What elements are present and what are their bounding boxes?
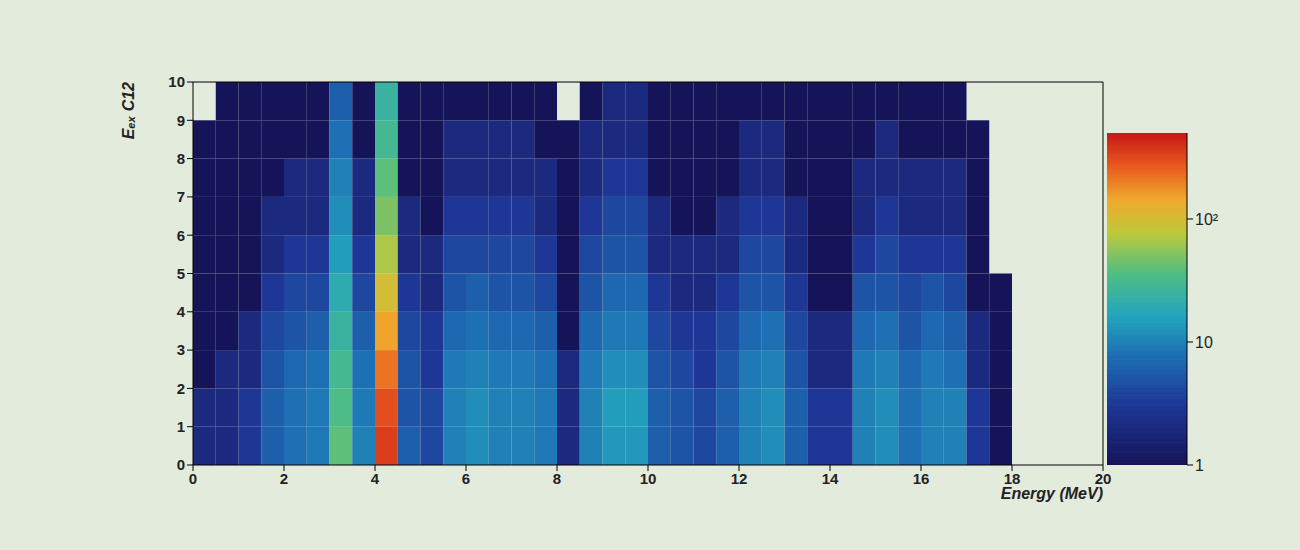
svg-text:16: 16 <box>913 470 930 487</box>
svg-text:8: 8 <box>553 470 561 487</box>
svg-text:6: 6 <box>462 470 470 487</box>
svg-text:4: 4 <box>371 470 380 487</box>
html-text:Energy (MeV): Energy (MeV) <box>1000 485 1103 502</box>
svg-text:9: 9 <box>177 112 185 129</box>
svg-text:10: 10 <box>168 73 185 90</box>
html-text:Eₑₓ C12: Eₑₓ C12 <box>120 82 137 140</box>
svg-text:10: 10 <box>1195 334 1213 351</box>
svg-text:10: 10 <box>640 470 657 487</box>
svg-text:5: 5 <box>177 265 185 282</box>
svg-text:2: 2 <box>280 470 288 487</box>
svg-text:0: 0 <box>189 470 197 487</box>
svg-text:8: 8 <box>177 150 185 167</box>
svg-text:10²: 10² <box>1195 211 1219 228</box>
svg-text:20: 20 <box>1095 470 1112 487</box>
svg-text:6: 6 <box>177 227 185 244</box>
svg-text:1: 1 <box>1195 457 1204 474</box>
svg-text:3: 3 <box>177 341 185 358</box>
svg-text:2: 2 <box>177 380 185 397</box>
svg-text:14: 14 <box>822 470 839 487</box>
svg-text:7: 7 <box>177 188 185 205</box>
svg-text:4: 4 <box>177 303 186 320</box>
svg-text:18: 18 <box>1004 470 1021 487</box>
svg-text:0: 0 <box>177 456 185 473</box>
svg-text:12: 12 <box>731 470 748 487</box>
svg-text:1: 1 <box>177 418 185 435</box>
